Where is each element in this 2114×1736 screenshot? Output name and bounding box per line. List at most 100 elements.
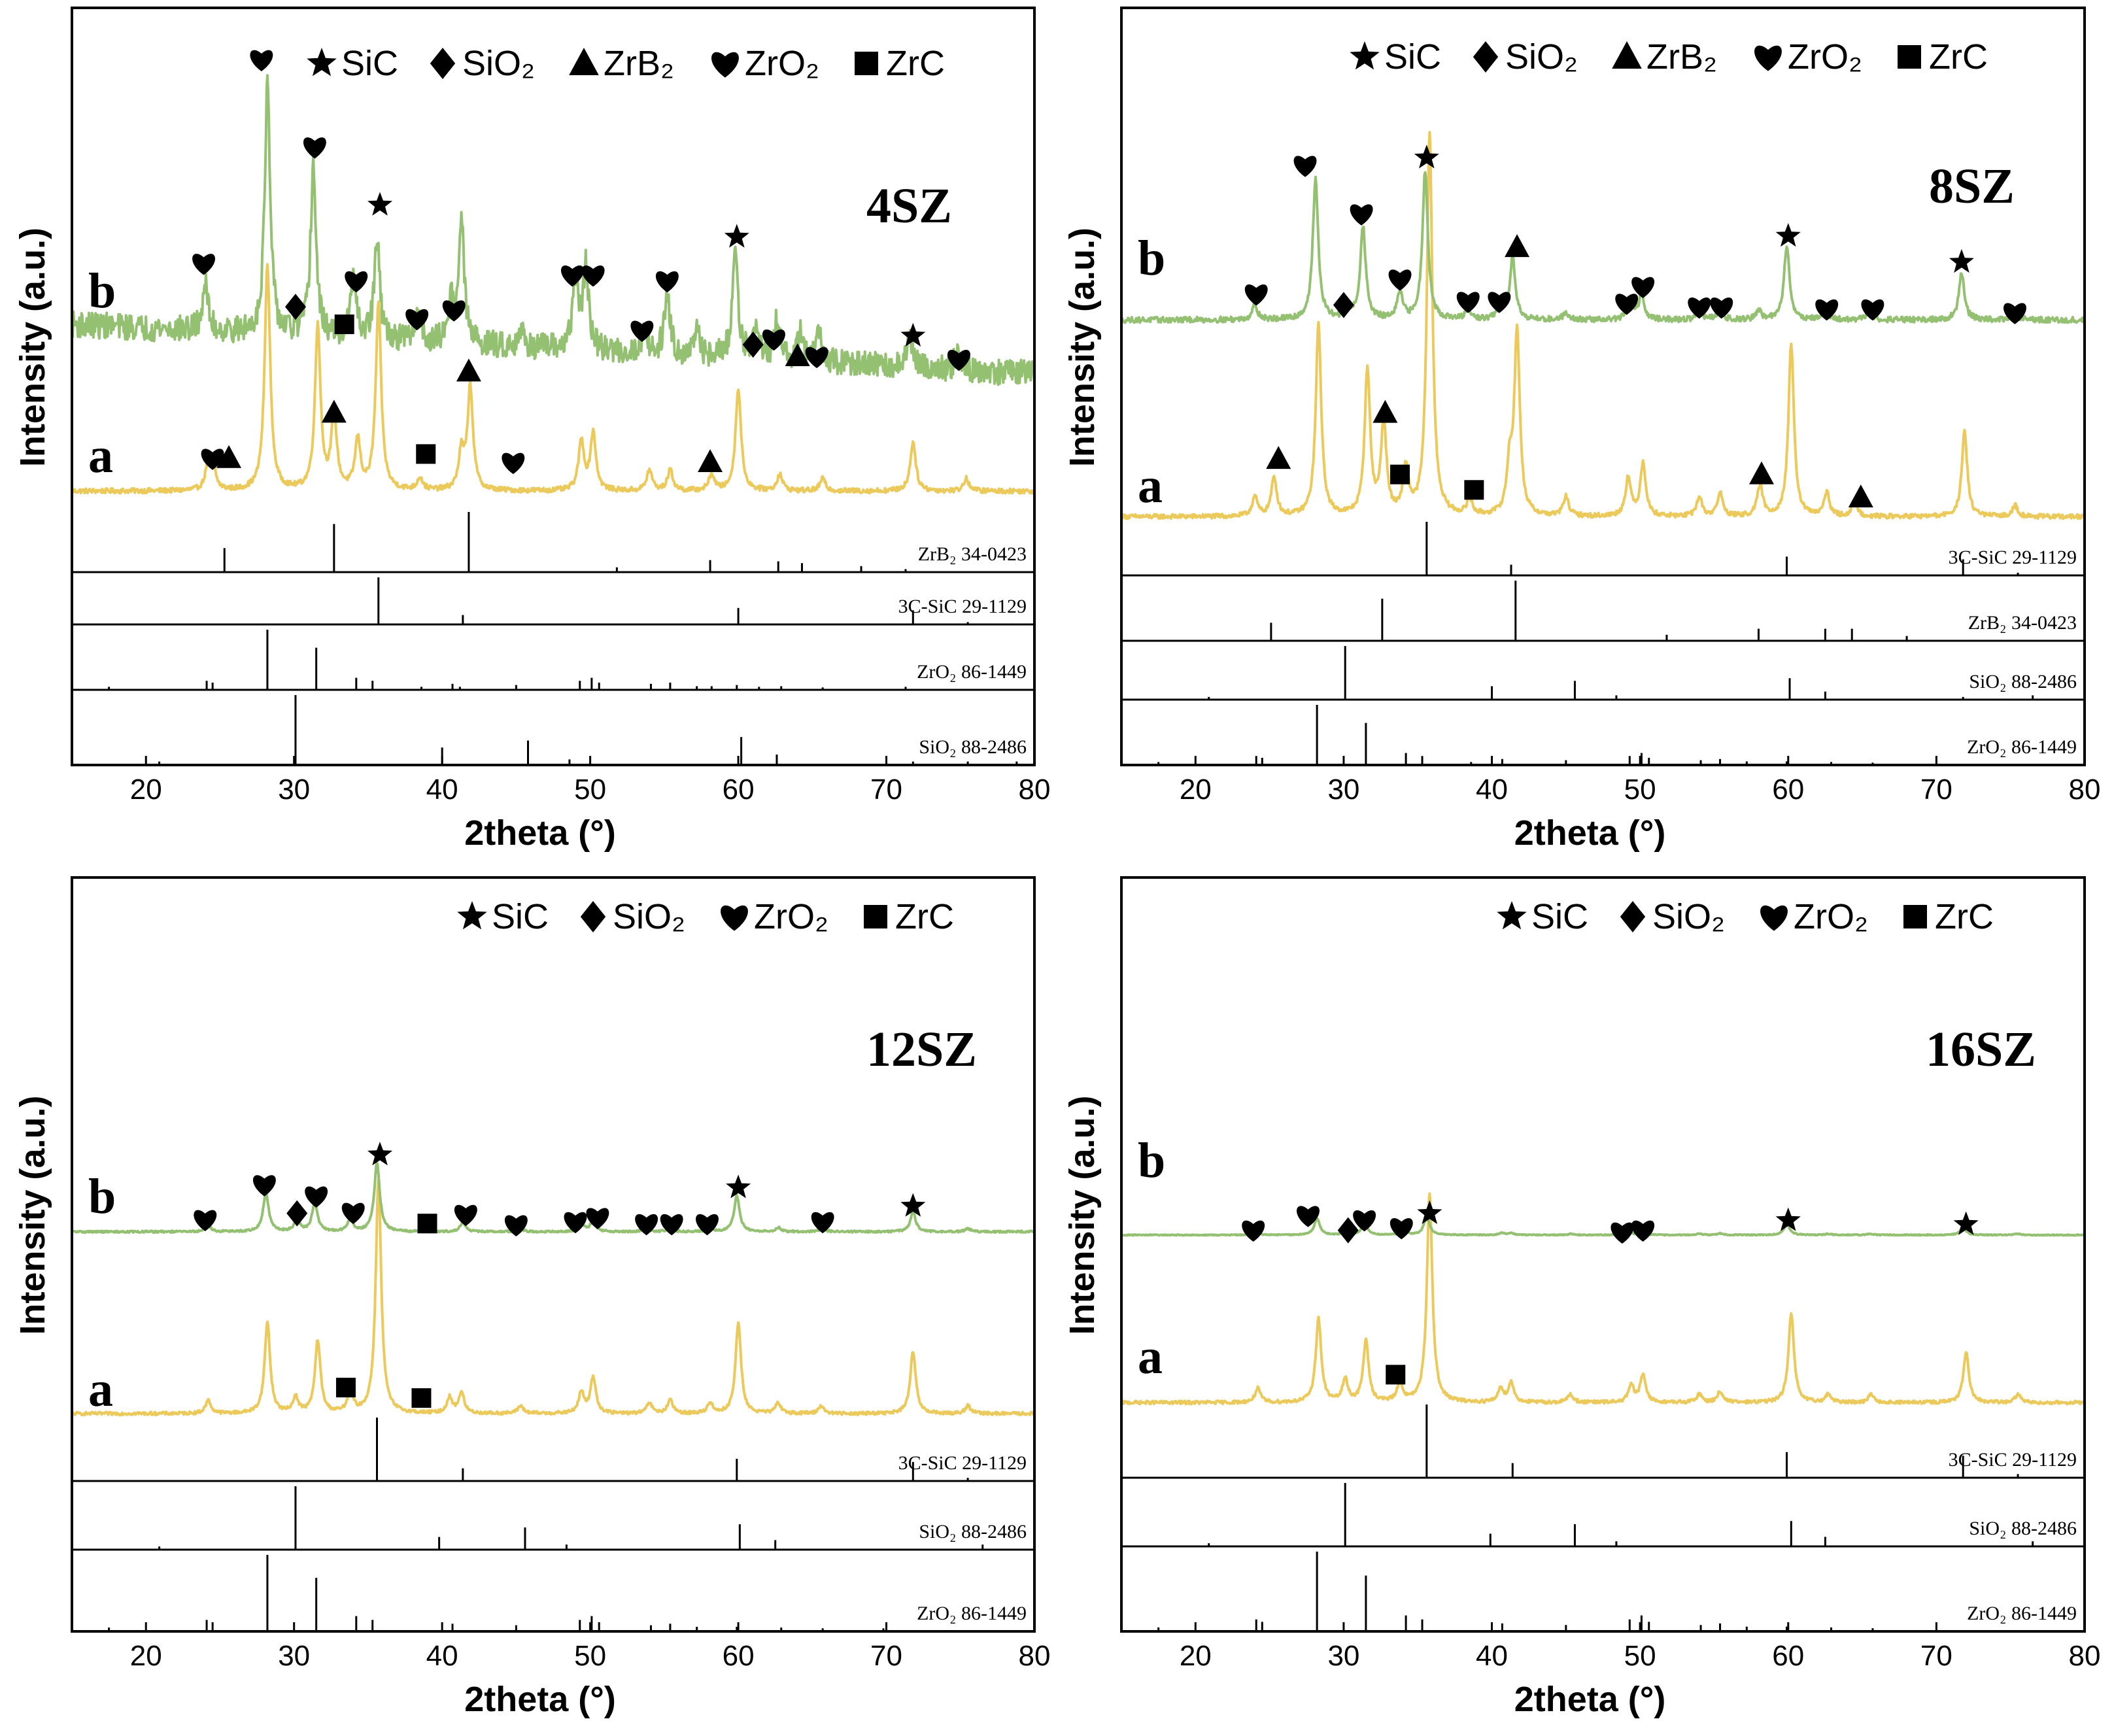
peak-marker-star bbox=[1775, 1207, 1801, 1231]
legend-label: ZrC bbox=[886, 44, 945, 83]
legend-square-icon bbox=[855, 52, 878, 75]
x-tick-label: 50 bbox=[574, 774, 606, 806]
peak-marker-star bbox=[900, 1193, 926, 1217]
x-tick-label: 20 bbox=[130, 1640, 162, 1672]
reference-pattern: 3C-SiC 29-1129 bbox=[1425, 522, 2077, 575]
y-axis-title: Intensity (a.u.) bbox=[1063, 228, 1102, 467]
peak-marker-heart bbox=[1242, 1220, 1265, 1242]
peak-marker-heart bbox=[660, 1214, 683, 1236]
legend-heart-icon bbox=[1760, 905, 1788, 931]
reference-pattern: SiO₂ 88-2486 bbox=[1121, 639, 2085, 700]
peak-marker-diamond bbox=[1333, 292, 1354, 318]
xrd-panel-16sz: 3C-SiC 29-1129 SiO₂ 88-2486 ZrO₂ 86-1449 a b… bbox=[1063, 876, 2100, 1719]
legend-label: SiO₂ bbox=[1652, 897, 1725, 936]
reference-label: 3C-SiC 29-1129 bbox=[1949, 1449, 2077, 1471]
peak-marker-heart bbox=[454, 1204, 477, 1227]
legend-star-icon bbox=[307, 48, 337, 77]
legend-diamond-icon bbox=[580, 901, 606, 932]
peak-marker-triangle bbox=[321, 400, 347, 423]
peak-marker-star bbox=[1953, 1211, 1979, 1235]
x-axis-title: 2theta (°) bbox=[1514, 813, 1666, 853]
peak-marker-triangle bbox=[785, 343, 810, 366]
peak-marker-diamond bbox=[286, 1200, 308, 1227]
peak-marker-heart bbox=[581, 265, 605, 287]
plot-frame bbox=[71, 7, 1036, 766]
legend-triangle-icon bbox=[1612, 41, 1642, 69]
peak-marker-triangle bbox=[1372, 400, 1398, 423]
peak-marker-heart bbox=[1389, 1218, 1413, 1240]
y-axis-title: Intensity (a.u.) bbox=[13, 1095, 52, 1335]
legend-label: ZrO₂ bbox=[1788, 37, 1862, 77]
peak-marker-diamond bbox=[284, 294, 306, 320]
peak-marker-heart bbox=[1350, 204, 1373, 226]
peak-marker-triangle bbox=[456, 358, 481, 382]
reference-pattern: SiO₂ 88-2486 bbox=[72, 689, 1034, 765]
x-tick-label: 40 bbox=[426, 1640, 458, 1672]
legend-label: ZrC bbox=[1929, 37, 1988, 77]
legend-label: SiO₂ bbox=[613, 897, 685, 936]
x-tick-label: 50 bbox=[574, 1640, 606, 1672]
reference-label: 3C-SiC 29-1129 bbox=[898, 596, 1027, 617]
peak-marker-heart bbox=[1293, 156, 1317, 177]
peak-marker-star bbox=[900, 322, 926, 347]
x-tick-label: 60 bbox=[1772, 1640, 1804, 1672]
peak-marker-square bbox=[335, 1378, 356, 1398]
peak-marker-heart bbox=[586, 1208, 609, 1229]
reference-label: SiO₂ 88-2486 bbox=[1969, 671, 2077, 692]
xrd-curve-a bbox=[1120, 1192, 2086, 1406]
plot-frame bbox=[71, 876, 1036, 1633]
legend-label: ZrB₂ bbox=[1646, 37, 1717, 77]
peak-marker-heart bbox=[630, 320, 654, 342]
x-tick-label: 70 bbox=[1920, 1640, 1952, 1672]
curve-label-b: b bbox=[88, 1169, 116, 1224]
reference-pattern: 3C-SiC 29-1129 bbox=[376, 1418, 1027, 1481]
reference-label: SiO₂ 88-2486 bbox=[1969, 1518, 2077, 1539]
sample-label: 16SZ bbox=[1926, 1022, 2036, 1077]
x-tick-label: 60 bbox=[723, 774, 755, 806]
xrd-curve-b bbox=[1121, 1214, 2085, 1237]
reference-pattern: SiO₂ 88-2486 bbox=[1121, 1476, 2085, 1546]
peak-marker-heart bbox=[250, 50, 273, 72]
peak-marker-heart bbox=[1611, 1222, 1634, 1244]
legend-diamond-icon bbox=[1620, 901, 1646, 932]
peak-marker-heart bbox=[696, 1214, 719, 1236]
peak-marker-heart bbox=[635, 1214, 658, 1236]
reference-label: SiO₂ 88-2486 bbox=[919, 1521, 1027, 1542]
legend-square-icon bbox=[1903, 905, 1927, 928]
peak-marker-square bbox=[417, 1214, 437, 1234]
x-tick-label: 50 bbox=[1624, 774, 1656, 806]
peak-marker-heart bbox=[252, 1175, 276, 1197]
peak-marker-triangle bbox=[1266, 446, 1291, 469]
legend-label: SiC bbox=[341, 44, 398, 83]
x-tick-label: 60 bbox=[723, 1640, 755, 1672]
curve-label-b: b bbox=[88, 264, 116, 318]
peak-marker-star bbox=[1775, 223, 1801, 247]
legend-heart-icon bbox=[721, 905, 748, 931]
legend-star-icon bbox=[1497, 901, 1527, 930]
peak-marker-heart bbox=[303, 137, 326, 159]
peak-marker-heart bbox=[1353, 1210, 1376, 1232]
y-axis-title: Intensity (a.u.) bbox=[1063, 1095, 1102, 1335]
legend: SiC SiO₂ ZrB₂ ZrO₂ ZrC bbox=[307, 44, 945, 83]
x-axis-title: 2theta (°) bbox=[1514, 1680, 1666, 1719]
xrd-panel-12sz: 3C-SiC 29-1129 SiO₂ 88-2486 ZrO₂ 86-1449 a b… bbox=[13, 876, 1050, 1719]
peak-marker-heart bbox=[192, 254, 215, 275]
peak-marker-heart bbox=[442, 300, 466, 322]
legend-label: SiO₂ bbox=[462, 44, 535, 83]
x-tick-label: 40 bbox=[426, 774, 458, 806]
legend-star-icon bbox=[457, 901, 487, 930]
peak-marker-triangle bbox=[1848, 484, 1873, 507]
curve-label-a: a bbox=[1138, 1329, 1163, 1384]
peak-marker-triangle bbox=[216, 445, 242, 468]
peak-marker-square bbox=[1464, 480, 1484, 500]
legend-label: ZrO₂ bbox=[1794, 897, 1868, 936]
xrd-curve-a bbox=[71, 263, 1036, 495]
peak-marker-square bbox=[411, 1388, 432, 1408]
legend-label: SiO₂ bbox=[1505, 37, 1578, 77]
x-tick-label: 70 bbox=[870, 1640, 902, 1672]
reference-pattern: ZrB₂ 34-0423 bbox=[1121, 574, 2085, 641]
peak-marker-heart bbox=[1815, 299, 1839, 321]
peak-marker-heart bbox=[1688, 297, 1711, 319]
peak-marker-square bbox=[416, 444, 436, 464]
x-tick-label: 30 bbox=[1327, 774, 1359, 806]
